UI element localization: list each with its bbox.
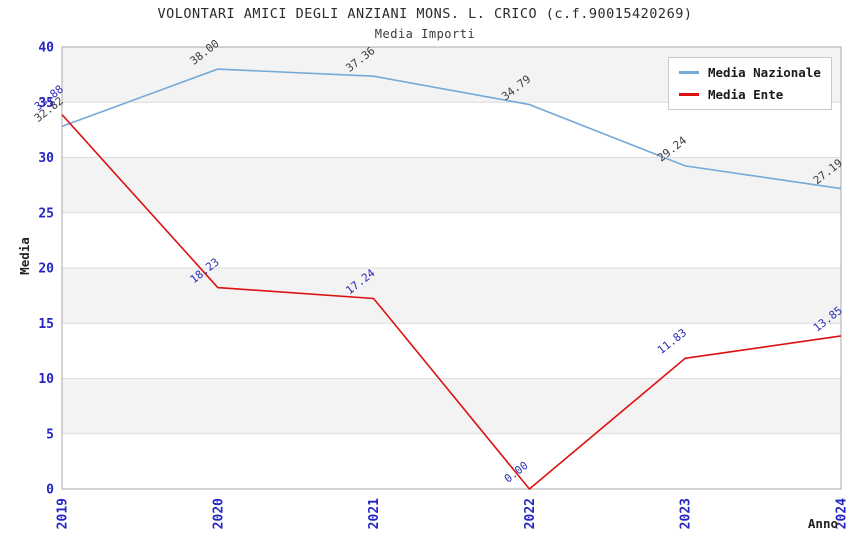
data-label-media-ente-2022: 0.00 bbox=[502, 459, 531, 486]
plot-band bbox=[62, 378, 841, 434]
y-tick-label: 25 bbox=[38, 206, 54, 221]
series-line-media-ente bbox=[61, 114, 842, 491]
y-tick-label: 40 bbox=[38, 41, 54, 56]
x-tick-label: 2019 bbox=[56, 498, 71, 529]
legend-item-media-ente: Media Ente bbox=[679, 87, 821, 102]
legend-label: Media Nazionale bbox=[708, 65, 821, 80]
legend-swatch-icon bbox=[679, 71, 699, 74]
x-tick-label: 2022 bbox=[523, 498, 538, 529]
x-tick-label: 2024 bbox=[835, 498, 850, 529]
chart-title: VOLONTARI AMICI DEGLI ANZIANI MONS. L. C… bbox=[157, 6, 693, 22]
y-tick-label: 10 bbox=[38, 372, 54, 387]
series-line-media-nazionale bbox=[61, 68, 842, 190]
x-tick-label: 2023 bbox=[679, 498, 694, 529]
legend: Media Nazionale Media Ente bbox=[668, 57, 832, 110]
y-tick-label: 5 bbox=[46, 427, 54, 442]
x-tick-label: 2021 bbox=[367, 498, 382, 529]
y-tick-label: 15 bbox=[38, 317, 54, 332]
plot-band bbox=[62, 157, 841, 213]
y-tick-label: 35 bbox=[38, 96, 54, 111]
y-axis-title: Media bbox=[17, 237, 32, 275]
legend-swatch-icon bbox=[679, 93, 699, 96]
x-axis-title: Anno bbox=[808, 516, 838, 531]
data-label-media-ente-2023: 11.83 bbox=[655, 326, 689, 357]
y-tick-label: 0 bbox=[46, 483, 54, 498]
y-tick-label: 20 bbox=[38, 262, 54, 277]
plot-band bbox=[62, 268, 841, 324]
legend-item-media-nazionale: Media Nazionale bbox=[679, 65, 821, 80]
plot-border bbox=[61, 46, 842, 490]
x-tick-label: 2020 bbox=[211, 498, 226, 529]
legend-label: Media Ente bbox=[708, 87, 784, 102]
y-tick-label: 30 bbox=[38, 151, 54, 166]
chart-subtitle: Media Importi bbox=[374, 27, 476, 41]
